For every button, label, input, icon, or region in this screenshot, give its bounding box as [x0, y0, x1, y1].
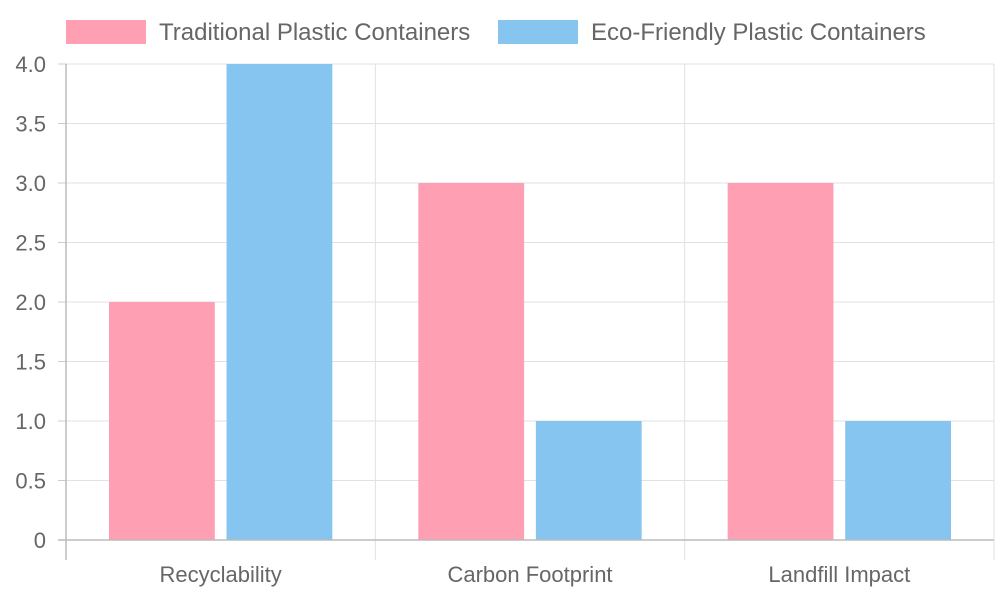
y-tick-label: 2.0 — [15, 290, 46, 315]
bar-0-0 — [108, 302, 215, 540]
bar-2-0 — [727, 183, 834, 540]
bar-2-1 — [845, 421, 952, 540]
x-tick-label: Carbon Footprint — [447, 562, 612, 587]
y-tick-label: 0.5 — [15, 469, 46, 494]
legend-swatch-0 — [66, 20, 146, 44]
legend-label-1: Eco-Friendly Plastic Containers — [591, 19, 926, 46]
y-tick-label: 1.5 — [15, 350, 46, 375]
y-tick-label: 0 — [34, 528, 46, 553]
y-tick-label: 3.0 — [15, 171, 46, 196]
x-axis-ticks: Recyclability Carbon Footprint Landfill Im… — [160, 562, 911, 587]
x-tick-label: Landfill Impact — [768, 562, 910, 587]
bar-0-1 — [226, 64, 333, 540]
bar-1-1 — [535, 421, 642, 540]
y-axis-ticks: 0 0.5 1.0 1.5 2.0 2.5 3.0 3.5 4.0 — [15, 52, 46, 553]
legend: Traditional Plastic Containers Eco-Friend… — [66, 19, 926, 46]
y-tick-label: 3.5 — [15, 112, 46, 137]
bars — [108, 64, 952, 540]
legend-swatch-1 — [498, 20, 578, 44]
y-tick-label: 1.0 — [15, 409, 46, 434]
y-tick-label: 4.0 — [15, 52, 46, 77]
legend-label-0: Traditional Plastic Containers — [159, 19, 470, 46]
bar-1-0 — [418, 183, 525, 540]
axes — [58, 64, 994, 560]
y-tick-label: 2.5 — [15, 231, 46, 256]
x-tick-label: Recyclability — [160, 562, 282, 587]
